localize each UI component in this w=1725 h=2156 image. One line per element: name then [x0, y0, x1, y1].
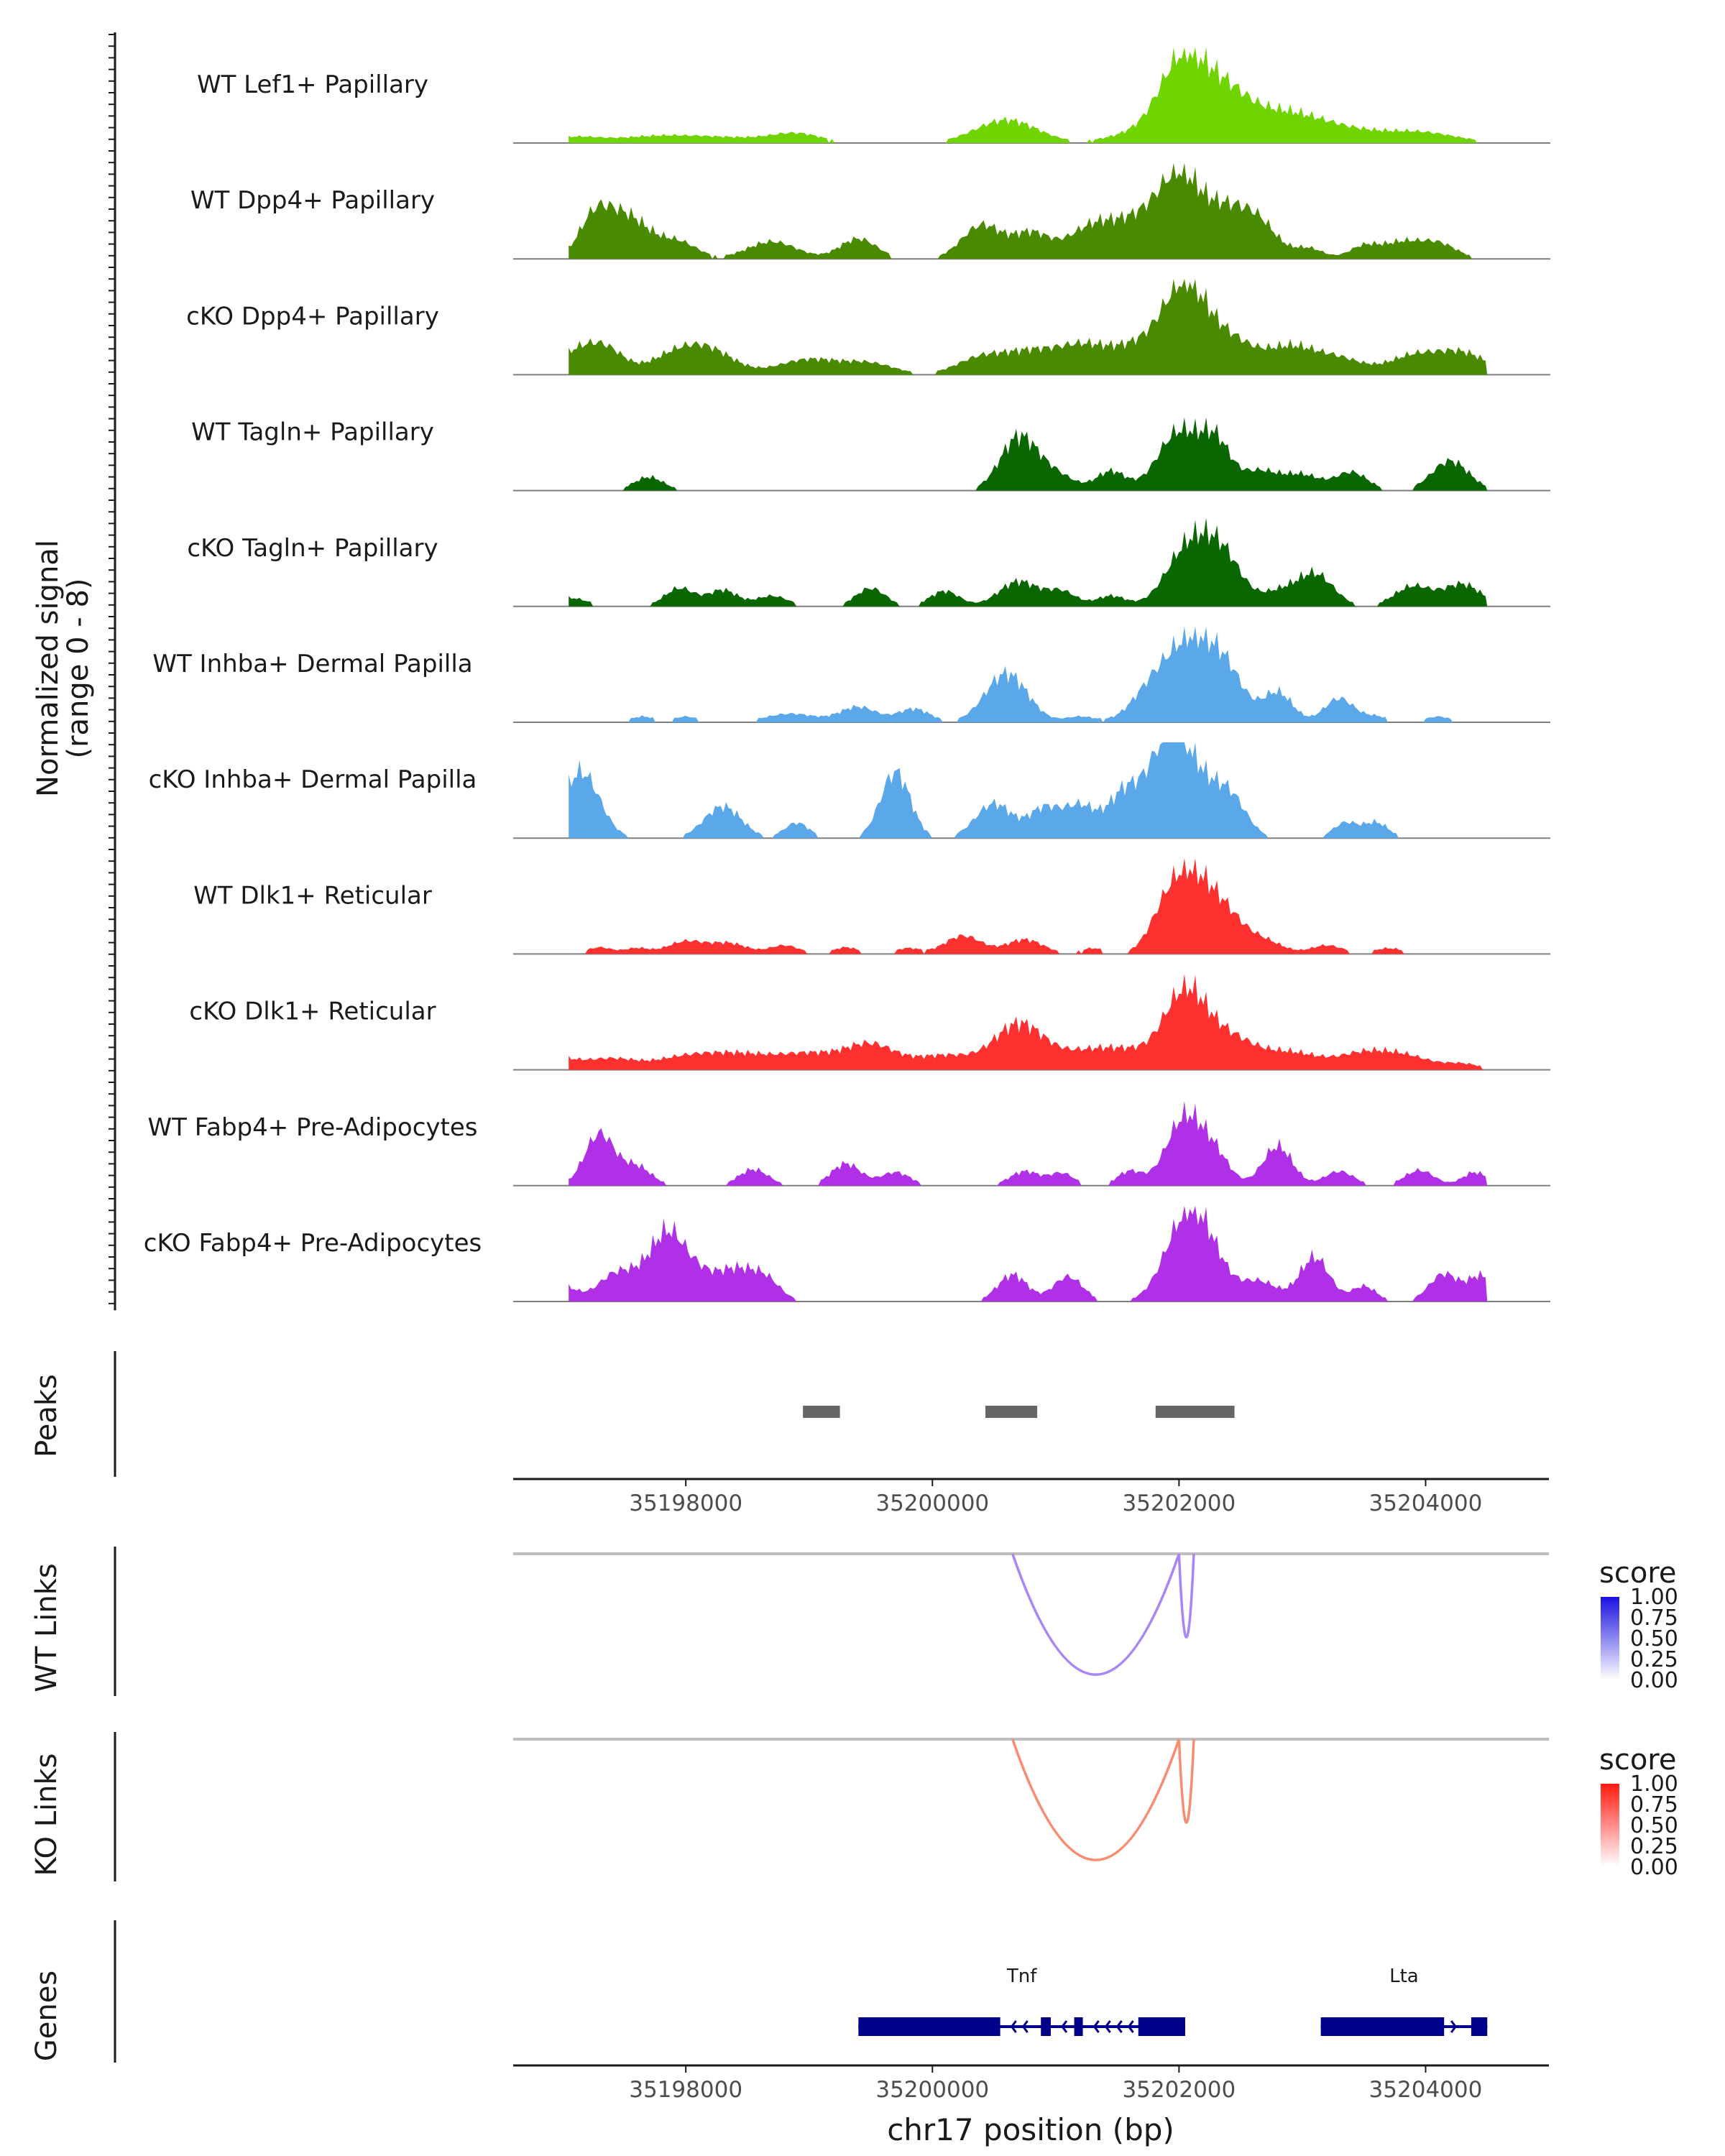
gene-exon	[1074, 2017, 1083, 2036]
coverage-area	[569, 974, 1488, 1070]
track-label: cKO Dpp4+ Papillary	[186, 302, 439, 331]
coverage-panel: WT Lef1+ Papillary WT Dpp4+ Papillary cKO …	[109, 32, 1550, 1311]
x-tick-label: 35202000	[1122, 1491, 1236, 1516]
track-label: cKO Tagln+ Papillary	[187, 534, 438, 563]
links-track: 1.000.750.500.250.00	[114, 1547, 1678, 1696]
gene-exon	[1471, 2017, 1488, 2036]
ko-links-label: KO Links	[30, 1754, 63, 1876]
coverage-ylabel-range: (range 0 - 8)	[62, 579, 95, 759]
link-arc	[1011, 1738, 1181, 1861]
link-arc	[1011, 1553, 1181, 1676]
gene-name-label: Tnf	[1006, 1966, 1037, 1987]
strand-arrow	[1127, 2020, 1134, 2033]
coverage-track: WT Dlk1+ Reticular	[193, 858, 1550, 955]
coverage-area	[569, 1101, 1488, 1186]
track-label: cKO Fabp4+ Pre-Adipocytes	[144, 1229, 482, 1258]
x-axis-lower: 35198000 35200000 35202000 35204000	[513, 2064, 1549, 2103]
x-tick-label: 35198000	[629, 1491, 742, 1516]
track-label: WT Fabp4+ Pre-Adipocytes	[148, 1113, 478, 1142]
coverage-area	[569, 858, 1488, 954]
strand-arrow	[1104, 2020, 1111, 2033]
track-label: WT Tagln+ Papillary	[191, 418, 434, 447]
wt-links-label: WT Links	[30, 1563, 63, 1692]
legend-tick-label: 0.75	[1630, 1792, 1678, 1818]
gene-exon	[1138, 2017, 1185, 2036]
coverage-track: cKO Inhba+ Dermal Papilla	[149, 742, 1550, 839]
legend-tick-label: 0.00	[1630, 1855, 1678, 1880]
peak-region	[1155, 1406, 1235, 1418]
coverage-area	[569, 517, 1488, 607]
gene: Tnf	[858, 1966, 1185, 2036]
legend-tick-label: 0.50	[1630, 1813, 1678, 1838]
x-axis-upper: 35198000 35200000 35202000 35204000	[513, 1478, 1549, 1516]
coverage-track: cKO Tagln+ Papillary	[187, 517, 1550, 607]
coverage-ylabel: Normalized signal	[32, 540, 65, 797]
coverage-track: WT Dpp4+ Papillary	[190, 162, 1550, 260]
genes-panel: Tnf Lta	[114, 1920, 1488, 2063]
strand-arrow	[1450, 2020, 1458, 2033]
strand-arrow	[1092, 2020, 1100, 2033]
x-tick-label: 35198000	[629, 2077, 742, 2103]
coverage-area	[569, 742, 1488, 839]
x-axis-title: chr17 position (bp)	[887, 2112, 1174, 2147]
peaks-track-label: Peaks	[30, 1374, 63, 1457]
x-tick-label: 35200000	[875, 2077, 989, 2103]
link-arc	[1177, 1553, 1195, 1639]
coverage-track: WT Fabp4+ Pre-Adipocytes	[148, 1101, 1550, 1187]
gene-name-label: Lta	[1389, 1966, 1419, 1987]
track-label: WT Inhba+ Dermal Papilla	[152, 650, 472, 678]
peaks-panel	[114, 1351, 1235, 1477]
track-label: cKO Inhba+ Dermal Papilla	[149, 765, 477, 794]
gene-exon	[1041, 2017, 1051, 2036]
coverage-track: WT Inhba+ Dermal Papilla	[152, 626, 1550, 723]
links-track: 1.000.750.500.250.00	[114, 1732, 1678, 1881]
gene: Lta	[1320, 1966, 1488, 2036]
track-label: WT Dpp4+ Papillary	[190, 186, 435, 215]
coverage-track: cKO Dlk1+ Reticular	[189, 974, 1550, 1071]
x-tick-label: 35204000	[1369, 2077, 1483, 2103]
strand-arrow	[1061, 2020, 1068, 2033]
wt-legend-title: score	[1599, 1557, 1676, 1590]
coverage-area	[569, 417, 1488, 491]
coverage-track: WT Lef1+ Papillary	[197, 47, 1550, 144]
x-tick-label: 35204000	[1369, 1491, 1483, 1516]
legend-tick-label: 0.25	[1630, 1647, 1678, 1672]
legend-tick-label: 0.25	[1630, 1834, 1678, 1859]
peak-region	[803, 1406, 840, 1418]
gene-exon	[1320, 2017, 1445, 2036]
links-panels: 1.000.750.500.250.001.000.750.500.250.00	[114, 1547, 1678, 1881]
coverage-track: WT Tagln+ Papillary	[191, 417, 1550, 492]
gene-exon	[858, 2017, 1000, 2036]
x-tick-label: 35200000	[875, 1491, 989, 1516]
strand-arrow	[1021, 2020, 1029, 2033]
strand-arrow	[1010, 2020, 1017, 2033]
legend-colorbar	[1601, 1784, 1619, 1866]
legend-tick-label: 1.00	[1630, 1772, 1678, 1797]
coverage-area	[569, 1205, 1488, 1302]
ko-legend-title: score	[1599, 1743, 1676, 1777]
track-label: WT Dlk1+ Reticular	[193, 881, 432, 910]
legend-tick-label: 0.75	[1630, 1606, 1678, 1631]
peak-region	[985, 1406, 1038, 1418]
legend-tick-label: 0.50	[1630, 1626, 1678, 1651]
link-arc	[1177, 1738, 1195, 1824]
x-tick-label: 35202000	[1122, 2077, 1236, 2103]
coverage-track: cKO Dpp4+ Papillary	[186, 279, 1550, 376]
legend-colorbar	[1601, 1597, 1619, 1680]
track-label: cKO Dlk1+ Reticular	[189, 998, 436, 1026]
coverage-area	[569, 162, 1488, 259]
coverage-area	[569, 279, 1488, 375]
legend-tick-label: 1.00	[1630, 1585, 1678, 1610]
track-label: WT Lef1+ Papillary	[197, 70, 428, 99]
coverage-track: cKO Fabp4+ Pre-Adipocytes	[144, 1205, 1550, 1302]
legend-tick-label: 0.00	[1630, 1668, 1678, 1693]
strand-arrow	[1116, 2020, 1123, 2033]
coverage-area	[569, 47, 1488, 143]
genes-track-label: Genes	[30, 1971, 63, 2061]
coverage-area	[569, 626, 1488, 722]
